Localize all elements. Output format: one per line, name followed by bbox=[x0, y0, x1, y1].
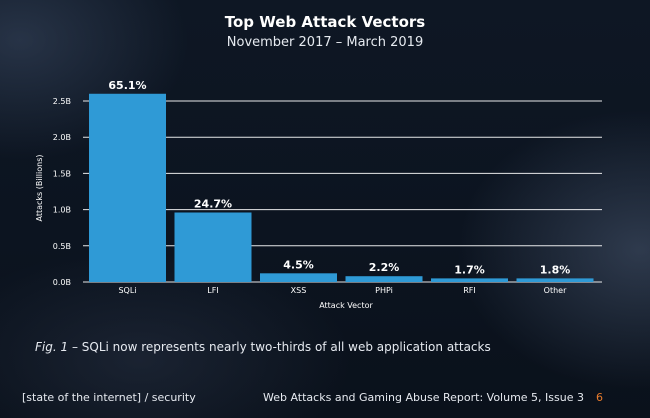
x-tick-label: PHPi bbox=[375, 286, 393, 295]
y-tick-label: 1.5B bbox=[53, 169, 71, 178]
caption-fig-number: Fig. 1 bbox=[35, 340, 69, 354]
data-label: 4.5% bbox=[283, 258, 314, 271]
x-tick-label: XSS bbox=[291, 286, 307, 295]
data-label: 65.1% bbox=[108, 79, 146, 92]
chart-title: Top Web Attack Vectors bbox=[224, 13, 426, 31]
x-tick-label: LFI bbox=[207, 286, 218, 295]
page-number: 6 bbox=[596, 391, 603, 404]
footer-report-title: Web Attacks and Gaming Abuse Report: Vol… bbox=[263, 391, 584, 404]
y-axis-label: Attacks (Billions) bbox=[35, 154, 44, 221]
y-tick-label: 2.5B bbox=[53, 97, 71, 106]
bar-lfi bbox=[174, 212, 252, 282]
figure-caption: Fig. 1 – SQLi now represents nearly two-… bbox=[35, 340, 491, 354]
caption-text: SQLi now represents nearly two-thirds of… bbox=[81, 340, 491, 354]
y-tick-label: 2.0B bbox=[53, 133, 71, 142]
chart-subtitle: November 2017 – March 2019 bbox=[226, 35, 424, 50]
y-axis-ticks: 0.0B 0.5B 1.0B 1.5B 2.0B 2.5B bbox=[53, 97, 71, 287]
x-axis-ticks: SQLi LFI XSS PHPi RFI Other bbox=[118, 286, 567, 295]
bar-rfi bbox=[431, 278, 508, 282]
bar-sqli bbox=[89, 93, 166, 282]
data-label: 24.7% bbox=[194, 197, 232, 210]
footer-brand: [state of the internet] / security bbox=[22, 391, 196, 404]
caption-dash: – bbox=[68, 340, 82, 354]
x-axis-label: Attack Vector bbox=[319, 301, 373, 310]
x-tick-label: RFI bbox=[463, 286, 476, 295]
bar-other bbox=[516, 278, 594, 282]
y-tick-label: 0.5B bbox=[53, 242, 71, 251]
data-label: 1.7% bbox=[454, 263, 485, 276]
bar-phpi bbox=[345, 276, 423, 282]
chart-gridlines bbox=[83, 100, 602, 283]
chart-bars bbox=[89, 93, 594, 282]
x-tick-label: SQLi bbox=[118, 286, 136, 295]
bar-data-labels: 65.1% 24.7% 4.5% 2.2% 1.7% 1.8% bbox=[108, 79, 570, 277]
y-tick-label: 1.0B bbox=[53, 206, 71, 215]
data-label: 2.2% bbox=[369, 261, 400, 274]
bar-xss bbox=[260, 273, 337, 282]
y-tick-label: 0.0B bbox=[53, 278, 71, 287]
data-label: 1.8% bbox=[540, 263, 571, 276]
x-tick-label: Other bbox=[544, 286, 567, 295]
